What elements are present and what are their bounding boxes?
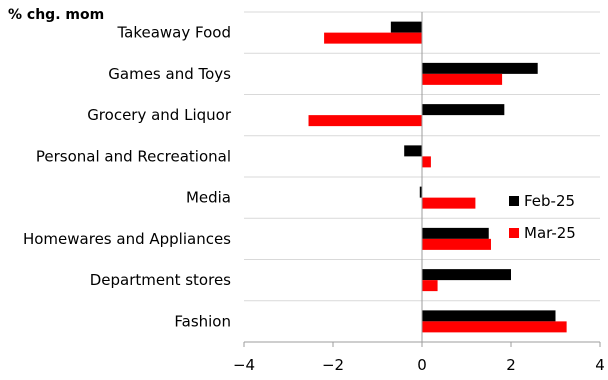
legend-label-mar-25: Mar-25 bbox=[524, 224, 576, 242]
x-tick-label: 4 bbox=[595, 356, 605, 374]
category-label-fashion: Fashion bbox=[174, 312, 231, 330]
bar-mar-25-department-stores bbox=[422, 280, 438, 292]
bar-feb-25-takeaway-food bbox=[390, 21, 422, 33]
legend-label-feb-25: Feb-25 bbox=[524, 192, 575, 210]
category-label-takeaway-food: Takeaway Food bbox=[116, 24, 231, 42]
bar-mar-25-takeaway-food bbox=[324, 32, 422, 44]
legend: Feb-25 Mar-25 bbox=[509, 192, 576, 242]
y-axis-title: % chg. mom bbox=[8, 7, 104, 23]
bar-feb-25-media bbox=[419, 186, 422, 198]
bar-mar-25-fashion bbox=[422, 321, 567, 333]
bars-group bbox=[308, 21, 567, 333]
bar-mar-25-homewares-and-appliances bbox=[422, 238, 491, 250]
bar-feb-25-homewares-and-appliances bbox=[422, 227, 489, 239]
legend-swatch-feb-25 bbox=[509, 196, 519, 206]
bar-feb-25-personal-and-recreational bbox=[404, 145, 422, 157]
category-label-homewares-and-appliances: Homewares and Appliances bbox=[23, 230, 231, 248]
category-label-personal-and-recreational: Personal and Recreational bbox=[36, 147, 231, 165]
category-label-games-and-toys: Games and Toys bbox=[108, 65, 231, 83]
x-tick-label: −2 bbox=[322, 356, 344, 374]
bar-mar-25-personal-and-recreational bbox=[422, 156, 431, 168]
bar-feb-25-department-stores bbox=[422, 269, 511, 281]
x-tick-label: 2 bbox=[506, 356, 516, 374]
x-axis: −4 −2 0 2 4 bbox=[233, 12, 605, 374]
legend-swatch-mar-25 bbox=[509, 228, 519, 238]
bar-mar-25-games-and-toys bbox=[422, 73, 503, 85]
category-label-department-stores: Department stores bbox=[90, 271, 231, 289]
bar-feb-25-fashion bbox=[422, 310, 556, 322]
bar-mar-25-media bbox=[422, 197, 476, 209]
category-labels: Takeaway Food Games and Toys Grocery and L… bbox=[23, 24, 232, 331]
bar-feb-25-games-and-toys bbox=[422, 62, 538, 74]
x-tick-label: 0 bbox=[417, 356, 427, 374]
x-tick-label: −4 bbox=[233, 356, 255, 374]
category-label-media: Media bbox=[186, 189, 231, 207]
bar-mar-25-grocery-and-liquor bbox=[308, 115, 422, 127]
bar-feb-25-grocery-and-liquor bbox=[422, 104, 505, 116]
category-label-grocery-and-liquor: Grocery and Liquor bbox=[87, 106, 232, 124]
